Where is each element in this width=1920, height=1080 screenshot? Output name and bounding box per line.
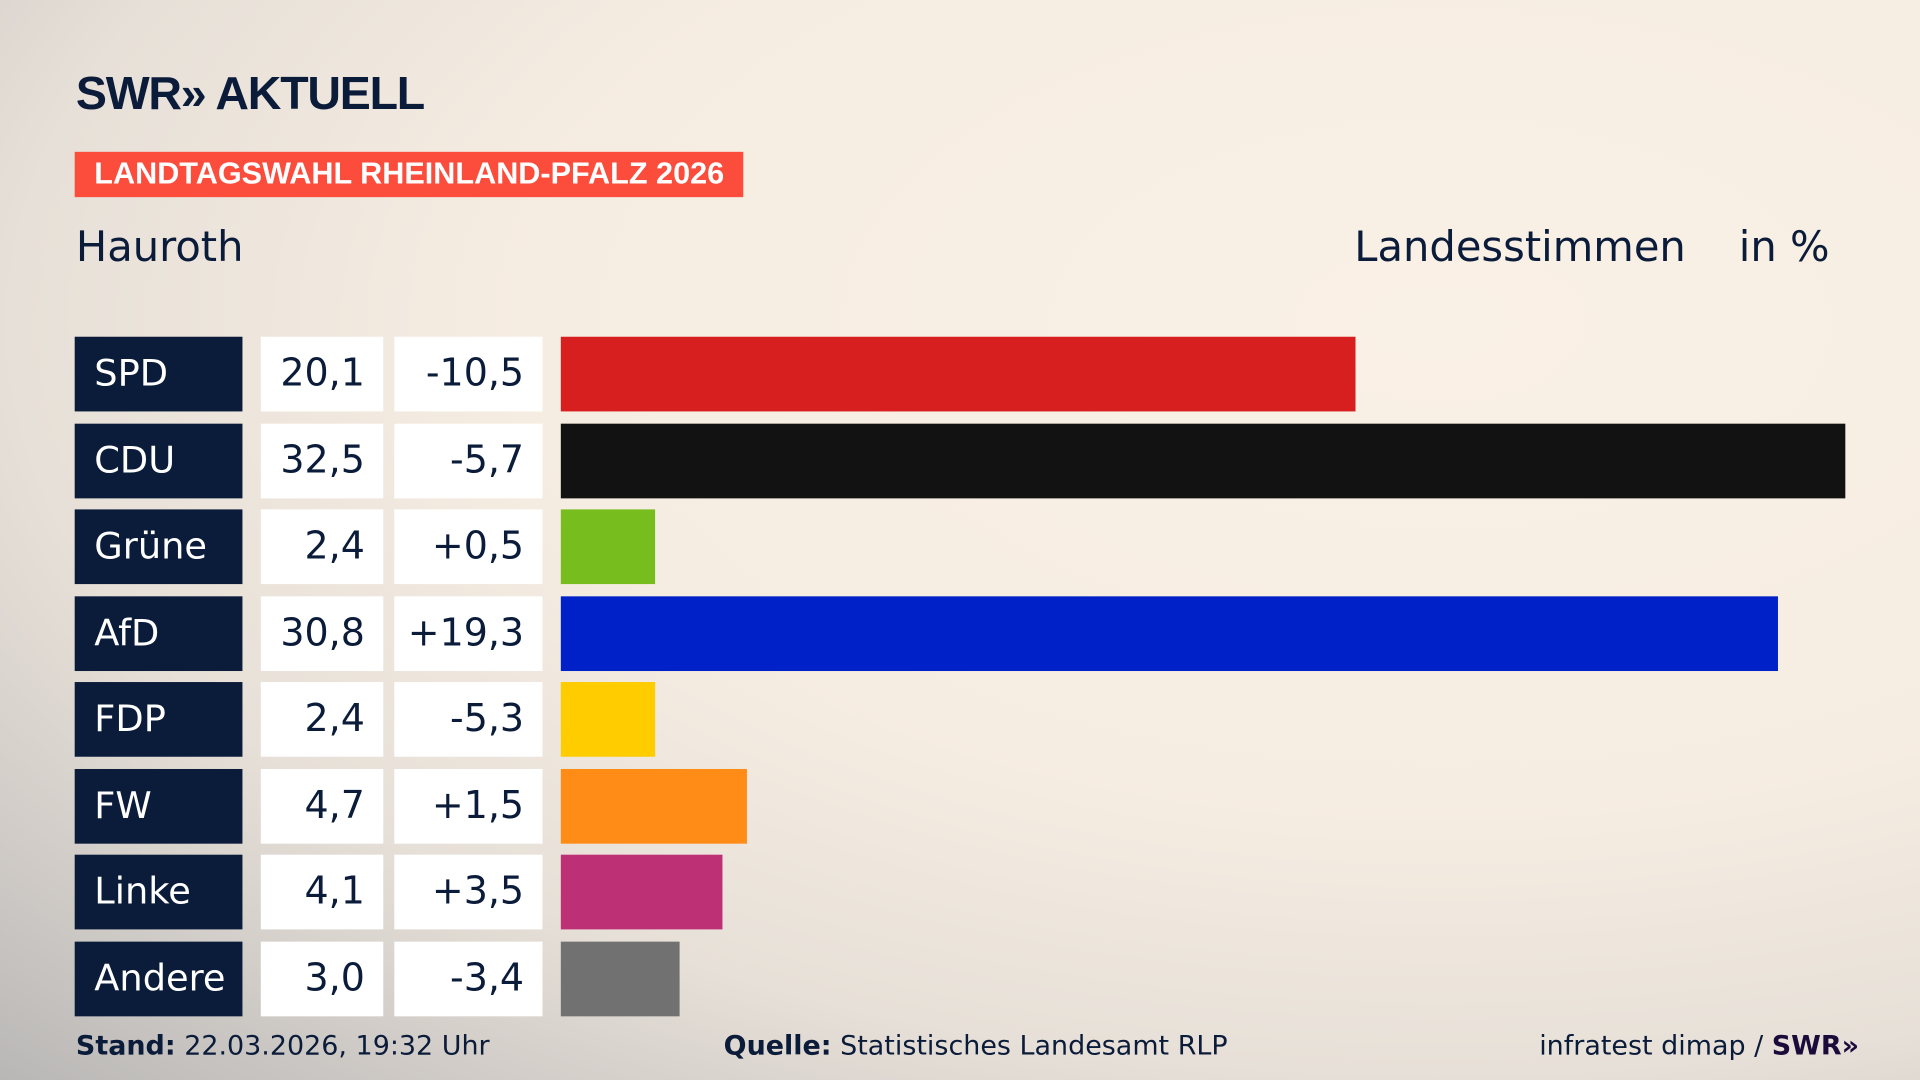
- party-label: Grüne: [74, 509, 243, 585]
- vote-change: -5,3: [394, 682, 543, 757]
- swr-logo-small: SWR»: [1771, 1031, 1860, 1062]
- vote-share: 3,0: [260, 941, 384, 1016]
- party-label: Andere: [74, 941, 243, 1016]
- vote-change: +1,5: [394, 768, 543, 844]
- vote-change: -3,4: [394, 941, 543, 1016]
- vote-change: -5,7: [394, 423, 543, 498]
- vote-change: +0,5: [394, 509, 543, 585]
- vote-change: +3,5: [394, 854, 543, 930]
- bar-cdu: [560, 423, 1846, 498]
- vote-share: 20,1: [260, 336, 384, 412]
- party-label: FDP: [74, 682, 243, 757]
- credit: infratest dimap / SWR»: [1539, 1031, 1859, 1062]
- bar-fdp: [560, 682, 656, 757]
- bar-afd: [560, 595, 1779, 671]
- timestamp: Stand: 22.03.2026, 19:32 Uhr: [76, 1031, 490, 1062]
- vote-share: 4,1: [260, 854, 384, 930]
- vote-share: 2,4: [260, 682, 384, 757]
- vote-share: 32,5: [260, 423, 384, 498]
- bar-fw: [560, 768, 747, 844]
- stand-value: 22.03.2026, 19:32 Uhr: [184, 1031, 490, 1062]
- stand-label: Stand:: [75, 1031, 176, 1062]
- source-value: Statistisches Landesamt RLP: [840, 1031, 1228, 1062]
- bar-linke: [560, 854, 723, 930]
- election-badge: LANDTAGSWAHL RHEINLAND-PFALZ 2026: [74, 151, 744, 198]
- vote-change: +19,3: [394, 595, 543, 671]
- party-label: CDU: [74, 423, 243, 498]
- unit-label: in %: [1738, 222, 1830, 272]
- party-label: Linke: [74, 854, 243, 930]
- vote-share: 30,8: [260, 595, 384, 671]
- party-label: SPD: [74, 336, 243, 412]
- party-label: FW: [74, 768, 243, 844]
- credit-text: infratest dimap /: [1539, 1031, 1764, 1062]
- bar-andere: [560, 941, 680, 1016]
- vote-share: 4,7: [260, 768, 384, 844]
- party-label: AfD: [74, 595, 243, 671]
- vote-change: -10,5: [394, 336, 543, 412]
- source-label: Quelle:: [723, 1031, 832, 1062]
- bar-grüne: [560, 509, 656, 585]
- place-title: Hauroth: [75, 222, 244, 272]
- swr-aktuell-logo: SWR» AKTUELL: [75, 68, 425, 121]
- vote-share: 2,4: [260, 509, 384, 585]
- source: Quelle: Statistisches Landesamt RLP: [724, 1031, 1228, 1062]
- bar-spd: [560, 336, 1356, 412]
- vote-type-label: Landesstimmen: [1354, 222, 1686, 272]
